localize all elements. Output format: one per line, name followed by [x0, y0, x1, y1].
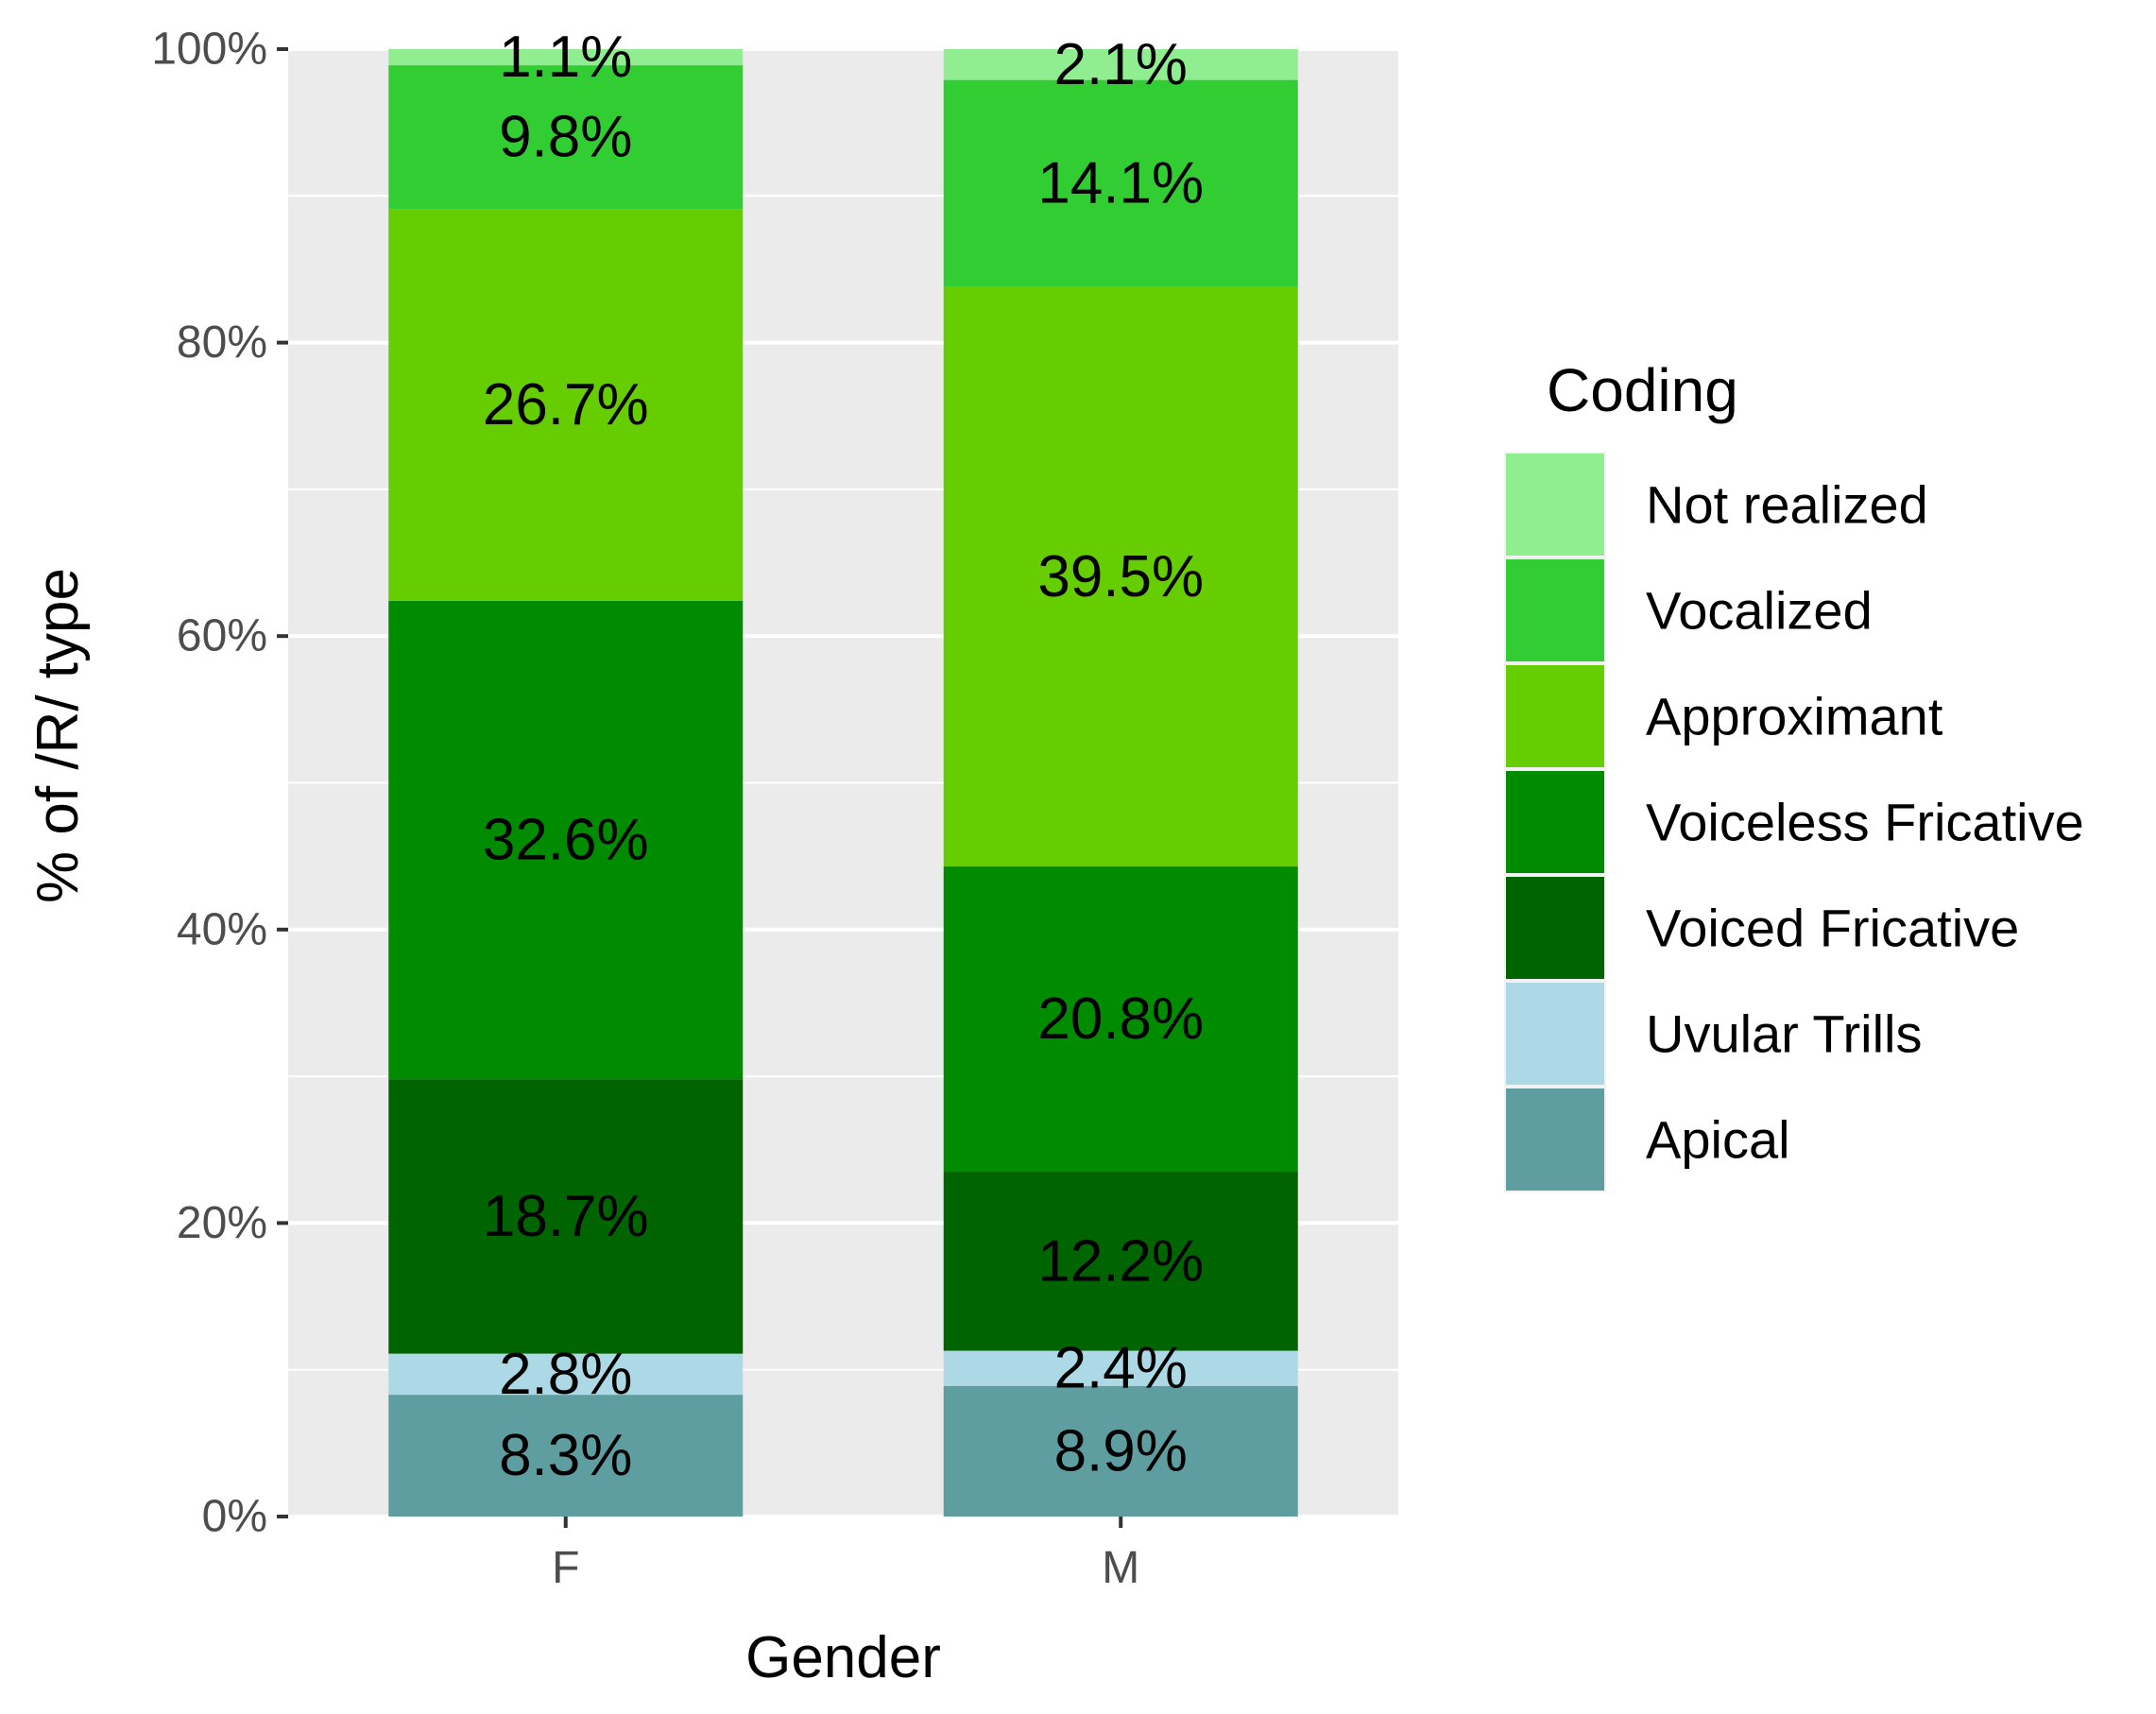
bar-segment-M-approximant	[943, 286, 1298, 867]
legend-label: Voiced Fricative	[1646, 899, 2019, 958]
y-tick-label: 20%	[177, 1198, 267, 1248]
x-tick-label: F	[552, 1543, 579, 1593]
legend-key-voiced-fricative	[1506, 877, 1604, 979]
bar-segment-M-apical	[943, 1385, 1298, 1517]
legend-label: Voiceless Fricative	[1646, 793, 2084, 852]
data-label: 8.3%	[499, 1423, 632, 1488]
legend-key-uvular-trills	[1506, 983, 1604, 1085]
legend-label: Not realized	[1646, 475, 1928, 535]
y-axis-title: % of /R/ type	[26, 568, 91, 903]
bar-segment-F-voiced-fricative	[388, 1079, 744, 1354]
bar-segment-F-apical	[388, 1395, 744, 1517]
data-label: 8.9%	[1054, 1418, 1188, 1483]
data-label: 12.2%	[1037, 1228, 1204, 1294]
bar-segment-M-uvular-trills	[943, 1350, 1298, 1386]
bar-segment-F-approximant	[388, 209, 744, 601]
data-label: 32.6%	[483, 808, 649, 873]
bar-segment-M-voiceless-fricative	[943, 866, 1298, 1173]
bar-segment-F-voiceless-fricative	[388, 600, 744, 1080]
data-label: 18.7%	[483, 1184, 649, 1249]
legend-label: Apical	[1646, 1110, 1790, 1170]
bar-segment-F-uvular-trills	[388, 1353, 744, 1396]
bars-group	[388, 49, 1298, 1517]
legend-label: Uvular Trills	[1646, 1004, 1922, 1064]
bar-segment-M-voiced-fricative	[943, 1172, 1298, 1351]
y-tick-label: 60%	[177, 611, 267, 661]
y-tick-label: 100%	[151, 25, 267, 75]
bar-segment-M-not-realized	[943, 49, 1298, 80]
legend-key-vocalized	[1506, 559, 1604, 661]
y-tick-label: 0%	[202, 1492, 267, 1542]
y-tick-label: 80%	[177, 317, 267, 368]
legend-key-approximant	[1506, 665, 1604, 767]
y-axis: 0% 20% 40% 60% 80% 100%	[151, 25, 288, 1542]
bar-labels-group: 8.3% 2.8% 18.7% 32.6% 26.7% 9.8% 1.1% 8.9% 2.4% 1…	[483, 25, 1204, 1488]
x-axis-title: Gender	[745, 1625, 941, 1690]
data-label: 2.1%	[1054, 32, 1188, 97]
data-label: 1.1%	[499, 25, 632, 90]
y-tick-label: 40%	[177, 904, 267, 954]
data-label: 14.1%	[1037, 151, 1204, 216]
legend-label: Approximant	[1646, 687, 1943, 746]
legend-key-apical	[1506, 1088, 1604, 1191]
legend: Coding Not realized Vocalized Approximant V…	[1504, 356, 2084, 1192]
data-label: 20.8%	[1037, 986, 1204, 1052]
x-tick-label: M	[1102, 1543, 1139, 1593]
data-label: 2.4%	[1054, 1336, 1188, 1401]
legend-key-not-realized	[1506, 454, 1604, 556]
legend-key-voiceless-fricative	[1506, 771, 1604, 873]
data-label: 39.5%	[1037, 544, 1204, 609]
bar-segment-F-vocalized	[388, 65, 744, 210]
data-label: 26.7%	[483, 372, 649, 437]
data-label: 9.8%	[499, 105, 632, 170]
bar-segment-F-not-realized	[388, 49, 744, 66]
legend-title: Coding	[1547, 356, 1738, 424]
data-label: 2.8%	[499, 1342, 632, 1407]
bar-segment-M-vocalized	[943, 79, 1298, 287]
legend-label: Vocalized	[1646, 581, 1873, 641]
